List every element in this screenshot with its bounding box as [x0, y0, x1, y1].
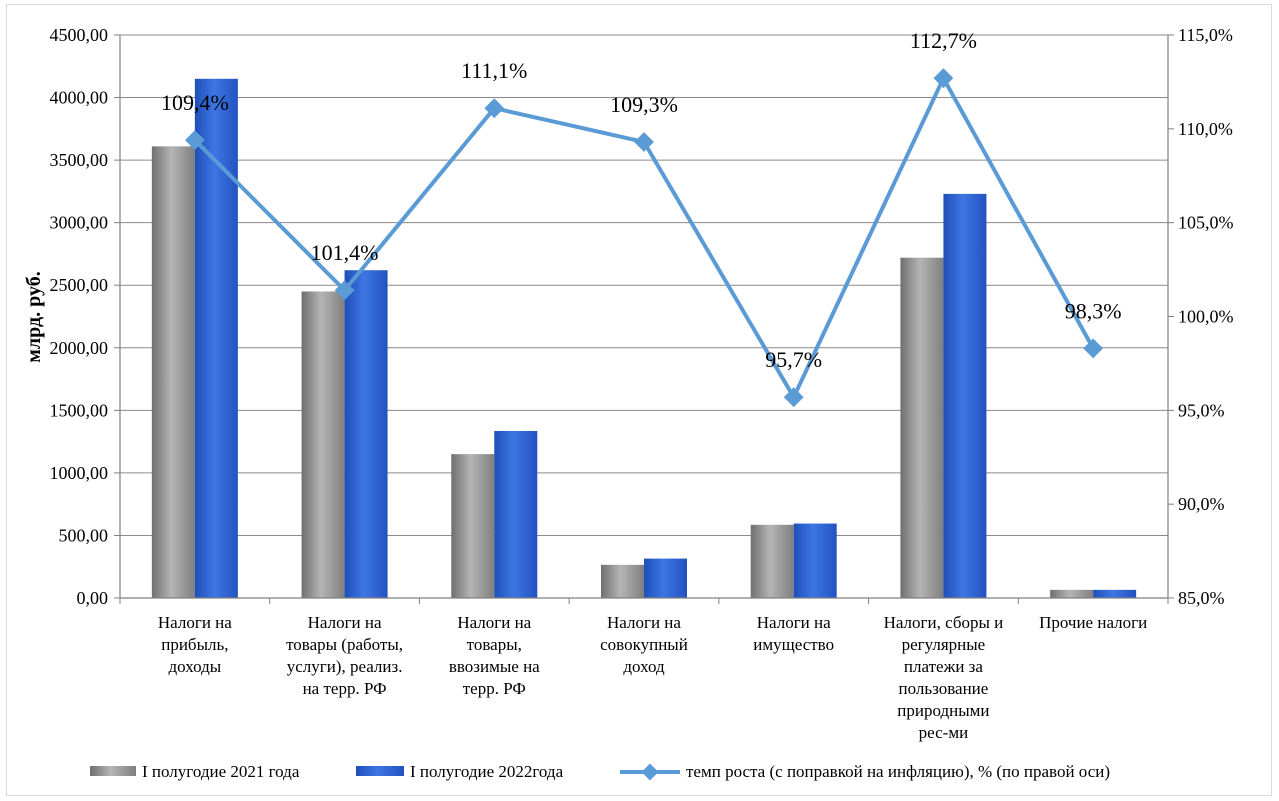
bar-2022: [644, 558, 687, 598]
data-labels: 109,4% 101,4% 111,1% 109,3% 95,7% 112,7% 98,3%: [161, 28, 1122, 372]
y2-tick-label: 115,0%: [1178, 25, 1233, 45]
category-label: товары,: [467, 635, 522, 654]
category-label: Налоги на: [607, 613, 681, 632]
category-label: имущество: [753, 635, 834, 654]
bar-2022: [793, 523, 837, 598]
y-tick-label: 4500,00: [50, 25, 109, 45]
legend-label-2022: I полугодие 2022года: [410, 762, 564, 781]
bar-2022: [494, 430, 538, 598]
category-label: пользование: [899, 679, 989, 698]
y-tick-label: 1000,00: [50, 463, 109, 483]
gridlines: [120, 34, 1168, 536]
y2-tick-label: 85,0%: [1178, 588, 1225, 608]
bar-2021: [900, 257, 944, 598]
y-tick-label: 1500,00: [50, 400, 109, 420]
legend: I полугодие 2021 года I полугодие 2022год…: [90, 762, 1110, 781]
growth-data-label: 109,4%: [161, 90, 229, 115]
legend-label-growth: темп роста (с поправкой на инфляцию), % …: [686, 762, 1110, 781]
category-label: доходы: [169, 657, 222, 676]
category-label: товары (работы,: [286, 635, 403, 654]
bar-2021: [151, 146, 195, 599]
growth-marker: [634, 132, 654, 152]
growth-data-label: 111,1%: [461, 58, 527, 83]
category-label: регулярные: [902, 635, 986, 654]
category-label: совокупный: [600, 635, 688, 654]
bar-2022: [344, 270, 388, 598]
y2-tick-label: 110,0%: [1178, 119, 1233, 139]
growth-data-label: 95,7%: [765, 347, 822, 372]
category-label: услуги), реализ.: [287, 657, 403, 676]
category-label: Налоги на: [158, 613, 232, 632]
category-labels: Налоги на прибыль, доходы Налоги на товары (…: [158, 613, 1147, 742]
growth-data-label: 101,4%: [311, 240, 379, 265]
legend-swatch-2022: [356, 766, 404, 776]
growth-data-label: 109,3%: [610, 92, 678, 117]
y-tick-label: 2000,00: [50, 338, 109, 358]
axes: [114, 34, 1174, 604]
y-tick-label: 500,00: [59, 525, 109, 545]
category-label: на терр. РФ: [303, 679, 387, 698]
tick-labels: 0,00 500,00 1000,00 1500,00 2000,00 2500,00 30…: [50, 25, 1234, 608]
bar-2021: [451, 454, 495, 598]
y2-tick-label: 100,0%: [1178, 307, 1234, 327]
y-tick-label: 3000,00: [50, 213, 109, 233]
y-axis-title: млрд. руб.: [23, 271, 45, 362]
growth-marker: [184, 130, 205, 150]
bar-2021: [750, 524, 794, 598]
growth-marker: [1083, 338, 1104, 359]
bars: [151, 78, 1137, 599]
category-label: прибыль,: [161, 635, 228, 654]
category-label: Налоги на: [308, 613, 382, 632]
growth-marker: [334, 280, 355, 301]
y2-tick-label: 95,0%: [1178, 400, 1225, 420]
y-tick-label: 2500,00: [50, 275, 109, 295]
category-label: терр. РФ: [463, 679, 526, 698]
category-label: природными: [897, 701, 989, 720]
legend-label-2021: I полугодие 2021 года: [142, 762, 300, 781]
bar-2022: [194, 78, 238, 599]
legend-swatch-2021: [90, 766, 136, 776]
category-label: доход: [623, 657, 665, 676]
bar-2022: [943, 193, 987, 598]
y-tick-label: 3500,00: [50, 150, 109, 170]
y-tick-label: 4000,00: [50, 88, 109, 108]
y-tick-label: 0,00: [77, 588, 109, 608]
bar-2021: [601, 564, 644, 598]
growth-marker: [783, 387, 804, 408]
y2-tick-label: 105,0%: [1178, 213, 1234, 233]
bar-2021: [1050, 589, 1094, 598]
category-label: рес-ми: [919, 723, 969, 742]
y2-tick-label: 90,0%: [1178, 494, 1225, 514]
growth-marker: [933, 68, 954, 89]
category-label: Налоги на: [757, 613, 831, 632]
bar-2021: [301, 291, 345, 598]
bar-2022: [1093, 589, 1137, 598]
growth-data-label: 112,7%: [910, 28, 977, 53]
category-label: платежи за: [904, 657, 983, 676]
growth-data-label: 98,3%: [1065, 298, 1122, 323]
category-label: Налоги на: [457, 613, 531, 632]
legend-marker-growth: [641, 763, 659, 781]
category-label: ввозимые на: [449, 657, 540, 676]
growth-marker: [484, 98, 505, 119]
category-label: Прочие налоги: [1039, 613, 1147, 632]
category-label: Налоги, сборы и: [884, 613, 1004, 632]
